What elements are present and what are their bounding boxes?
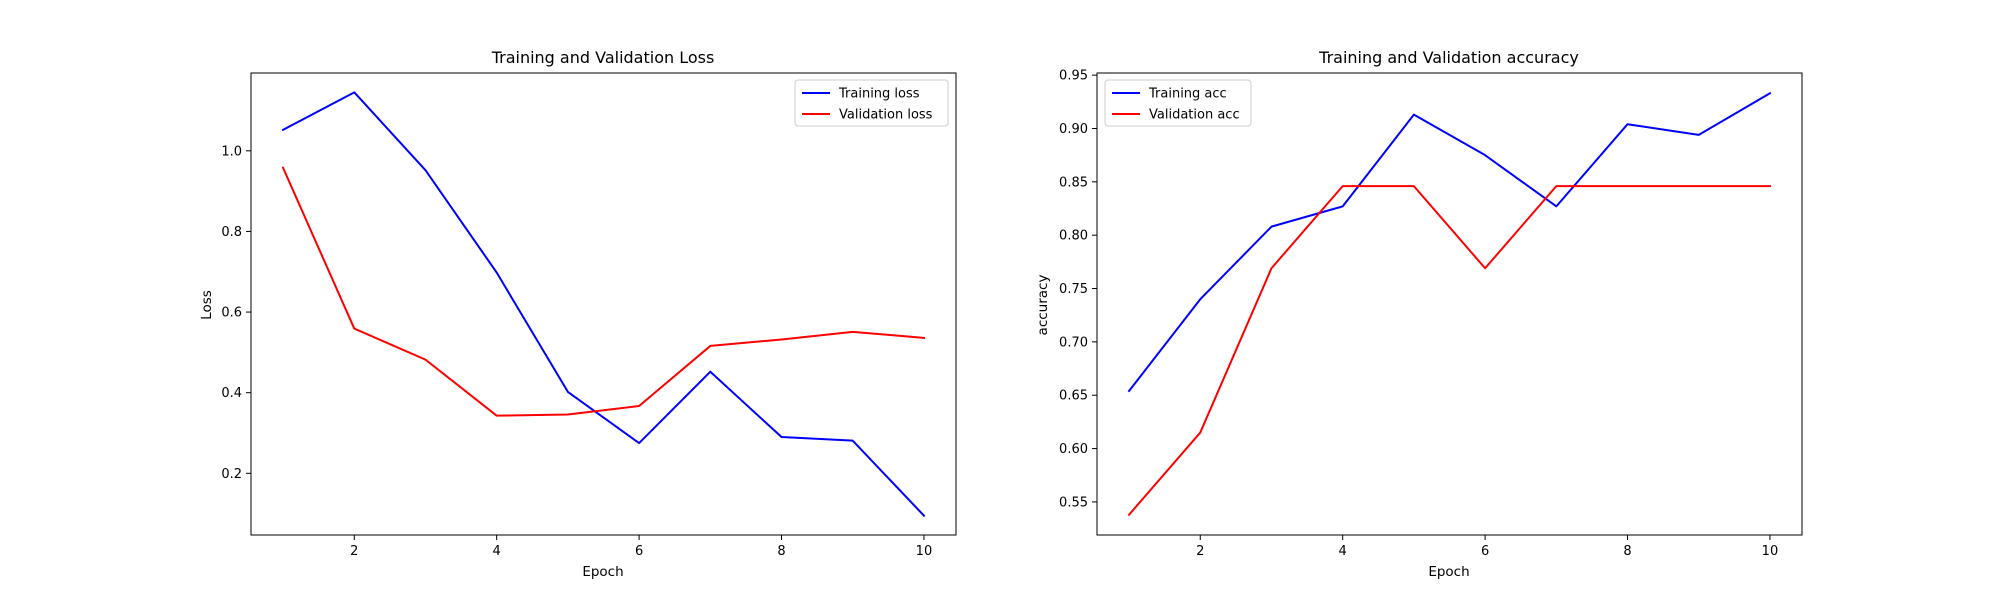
accuracy-chart-y-axis-label: accuracy: [1035, 275, 1051, 336]
loss-legend: Training loss Validation loss: [794, 79, 949, 127]
accuracy-y-tick-label: 0.85: [1059, 175, 1088, 190]
accuracy-plot-frame: [1096, 72, 1803, 536]
accuracy-x-tick-label: 2: [1196, 544, 1204, 559]
accuracy-legend-label: Training acc: [1148, 87, 1227, 102]
loss-plot-frame: [250, 72, 957, 536]
loss-x-tick-label: 2: [350, 544, 358, 559]
accuracy-chart-title: Training and Validation accuracy: [1318, 48, 1579, 67]
accuracy-series-line-1: [1127, 185, 1771, 517]
loss-chart-y-axis-label: Loss: [199, 290, 215, 320]
accuracy-y-tick-label: 0.65: [1059, 389, 1088, 404]
loss-x-tick-label: 4: [493, 544, 501, 559]
loss-x-tick-label: 10: [916, 544, 933, 559]
loss-y-tick-label: 0.2: [221, 467, 242, 482]
accuracy-y-tick-label: 0.95: [1059, 69, 1088, 84]
loss-chart: Training and Validation Loss Epoch Loss …: [199, 48, 957, 580]
accuracy-chart-x-axis-label: Epoch: [1428, 564, 1469, 580]
accuracy-legend: Training acc Validation acc: [1104, 79, 1252, 127]
loss-x-tick-label: 6: [635, 544, 643, 559]
loss-legend-label: Validation loss: [839, 108, 933, 123]
loss-x-tick-label: 8: [777, 544, 785, 559]
accuracy-x-tick-label: 8: [1623, 544, 1631, 559]
accuracy-chart: Training and Validation accuracy Epoch a…: [1035, 48, 1803, 580]
loss-y-tick-label: 0.8: [221, 225, 242, 240]
accuracy-y-tick-label: 0.75: [1059, 282, 1088, 297]
accuracy-x-tick-label: 6: [1481, 544, 1489, 559]
accuracy-x-tick-label: 4: [1339, 544, 1347, 559]
accuracy-legend-label: Validation acc: [1149, 108, 1240, 123]
loss-y-tick-label: 1.0: [221, 144, 242, 159]
loss-series-line-0: [281, 91, 926, 518]
loss-chart-x-axis-label: Epoch: [582, 564, 623, 580]
accuracy-y-tick-label: 0.70: [1059, 335, 1088, 350]
loss-series-line-1: [281, 166, 926, 417]
accuracy-y-tick-label: 0.60: [1059, 442, 1088, 457]
loss-legend-box: [794, 79, 949, 127]
accuracy-x-tick-label: 10: [1762, 544, 1779, 559]
accuracy-y-tick-label: 0.90: [1059, 122, 1088, 137]
loss-chart-title: Training and Validation Loss: [491, 48, 715, 67]
loss-y-tick-label: 0.4: [221, 386, 242, 401]
accuracy-y-tick-label: 0.55: [1059, 495, 1088, 510]
accuracy-series-line-0: [1127, 91, 1772, 393]
loss-legend-label: Training loss: [838, 87, 920, 102]
loss-y-tick-label: 0.6: [221, 306, 242, 321]
accuracy-y-tick-label: 0.80: [1059, 229, 1088, 244]
accuracy-legend-box: [1104, 79, 1252, 127]
